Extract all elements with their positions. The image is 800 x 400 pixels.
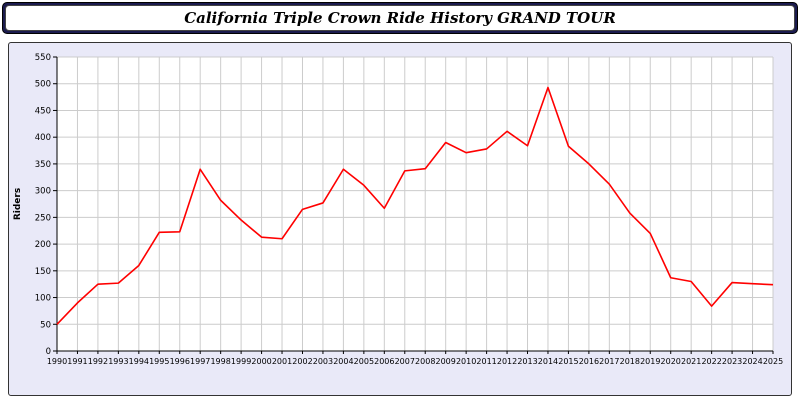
x-tick-label: 1990 [47,357,67,366]
x-tick-label: 1996 [170,357,190,366]
x-tick-label: 2009 [436,357,456,366]
x-tick-label: 2019 [640,357,660,366]
x-tick-label: 2012 [497,357,517,366]
x-tick-label: 2014 [538,357,558,366]
y-tick-label: 450 [35,106,51,116]
x-tick-label: 2016 [579,357,599,366]
x-tick-label: 2008 [415,357,435,366]
x-tick-label: 2017 [599,357,619,366]
x-tick-label: 2011 [476,357,496,366]
y-axis-label: Riders [13,188,23,220]
x-tick-label: 2018 [620,357,640,366]
x-tick-label: 2025 [763,357,783,366]
x-tick-label: 2006 [374,357,394,366]
y-tick-label: 0 [46,347,51,357]
x-tick-label: 2010 [456,357,476,366]
x-tick-label: 2000 [251,357,271,366]
x-tick-label: 2005 [354,357,374,366]
y-tick-label: 100 [35,294,51,304]
x-tick-label: 2004 [333,357,353,366]
y-tick-label: 200 [35,240,51,250]
x-tick-label: 2003 [313,357,333,366]
y-tick-label: 150 [35,267,51,277]
x-tick-label: 1994 [129,357,149,366]
x-tick-label: 1993 [108,357,128,366]
x-tick-label: 1997 [190,357,210,366]
title-bar: California Triple Crown Ride History GRA… [2,2,798,34]
x-tick-label: 2015 [558,357,578,366]
chart-panel: 0 50 100 150 200 250 300 350 400 450 500 550 1990 199… [8,42,792,396]
x-tick-label: 2021 [681,357,701,366]
x-tick-label: 2002 [292,357,312,366]
x-tick-label: 2013 [517,357,537,366]
x-tick-label: 2022 [701,357,721,366]
chart-title: California Triple Crown Ride History GRA… [5,5,795,31]
x-tick-label: 2023 [722,357,742,366]
riders-line-series [56,86,774,325]
y-tick-label: 350 [35,160,51,170]
x-tick-label: 2007 [395,357,415,366]
x-tick-label: 1995 [149,357,169,366]
x-tick-label: 1999 [231,357,251,366]
x-tick-label: 1992 [88,357,108,366]
y-tick-label: 250 [35,213,51,223]
x-tick-label: 1998 [210,357,230,366]
y-tick-label: 400 [35,133,51,143]
y-tick-label: 50 [40,320,51,330]
x-tick-label: 2001 [272,357,292,366]
y-tick-label: 300 [35,187,51,197]
y-tick-label: 550 [35,53,51,63]
y-tick-label: 500 [35,80,51,90]
x-tick-label: 1991 [67,357,87,366]
x-tick-label: 2024 [742,357,762,366]
x-tick-label: 2020 [661,357,681,366]
